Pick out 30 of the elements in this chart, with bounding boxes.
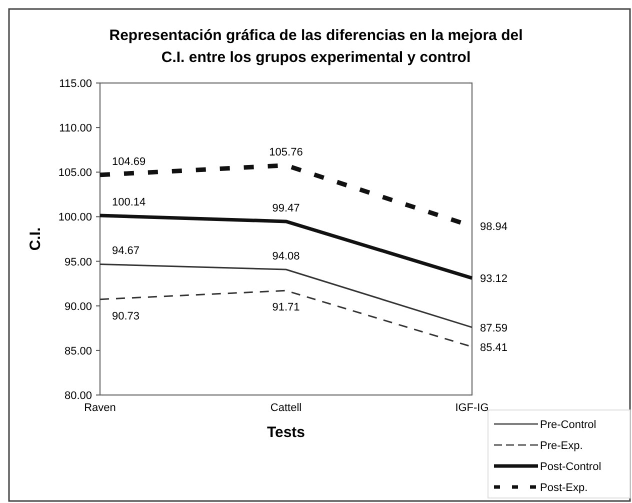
data-label: 94.08 xyxy=(272,250,300,262)
y-tick-label: 105.00 xyxy=(58,167,92,180)
data-label: 104.69 xyxy=(112,156,146,168)
data-label: 90.73 xyxy=(112,310,140,322)
y-tick-label: 85.00 xyxy=(64,345,92,358)
legend-label: Post-Control xyxy=(540,461,602,473)
legend-label: Post-Exp. xyxy=(540,482,588,494)
data-label: 87.59 xyxy=(480,322,508,334)
chart-title: Representación gráfica de las diferencias en la mejora del C.I. entre los grupos experimental y control xyxy=(109,27,523,66)
data-label: 100.14 xyxy=(112,196,146,208)
x-tick-label: Cattell xyxy=(270,402,302,414)
x-tick-label: Raven xyxy=(84,402,116,414)
data-label: 99.47 xyxy=(272,202,300,214)
y-tick-label: 110.00 xyxy=(59,122,92,135)
data-label: 91.71 xyxy=(272,302,300,314)
legend-label: Pre-Exp. xyxy=(540,440,583,452)
data-label: 94.67 xyxy=(112,245,140,258)
data-label: 98.94 xyxy=(480,221,508,234)
data-label: 93.12 xyxy=(480,273,508,286)
y-axis-title: C.I. xyxy=(27,227,44,251)
y-tick-label: 100.00 xyxy=(58,212,92,224)
y-tick-label: 95.00 xyxy=(64,256,92,268)
x-tick-label: IGF-IG xyxy=(455,402,489,414)
y-tick-label: 90.00 xyxy=(64,300,92,313)
data-label: 105.76 xyxy=(269,146,303,158)
y-tick-label: 115.00 xyxy=(59,78,92,90)
x-axis-title: Tests xyxy=(266,424,306,441)
data-label: 85.41 xyxy=(480,342,508,354)
legend-label: Pre-Control xyxy=(540,419,596,431)
y-tick-label: 80.00 xyxy=(64,390,92,402)
